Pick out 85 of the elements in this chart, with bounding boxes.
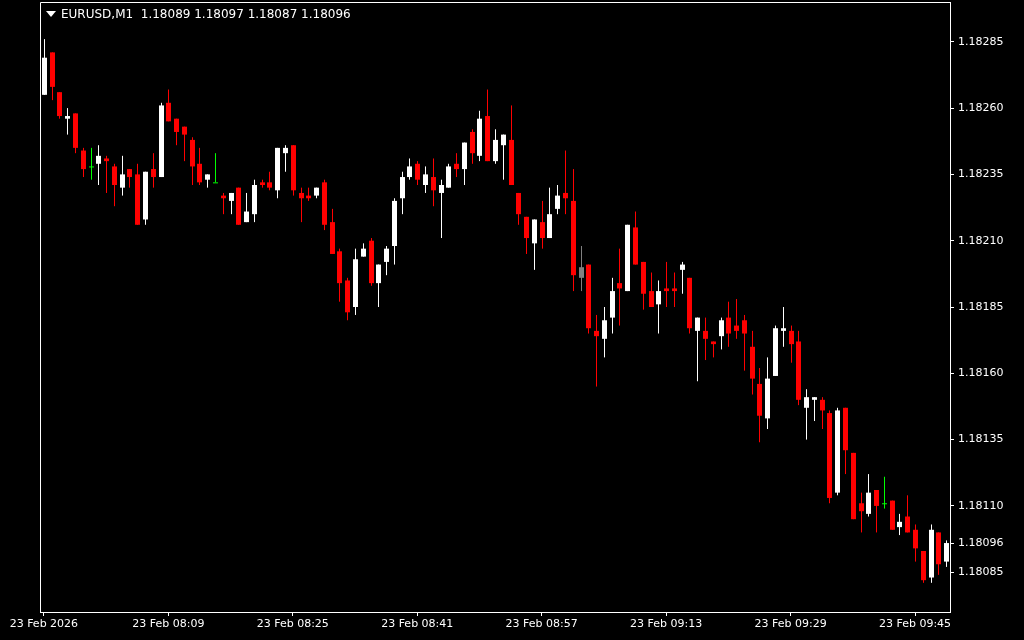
candlestick	[874, 489, 879, 533]
y-tick-label: 1.18160	[958, 366, 1004, 380]
candlestick	[555, 184, 560, 215]
y-tick-label: 1.18260	[958, 100, 1004, 114]
y-tick-label: 1.18185	[958, 299, 1004, 313]
candlestick	[470, 128, 475, 165]
candlestick	[602, 306, 607, 358]
candlestick	[866, 473, 871, 518]
candlestick	[820, 396, 825, 430]
candlestick	[617, 248, 622, 327]
candlestick	[415, 160, 420, 186]
candlestick	[57, 91, 62, 120]
candlestick	[431, 157, 436, 207]
y-tick-label: 1.18085	[958, 565, 1004, 579]
candlestick	[104, 155, 109, 194]
candlestick	[579, 245, 584, 292]
candlestick	[656, 279, 661, 335]
candlestick	[112, 163, 117, 207]
candlestick	[384, 245, 389, 276]
candlestick	[540, 200, 545, 250]
candlestick	[516, 192, 521, 226]
candlestick	[454, 152, 459, 178]
candlestick	[96, 144, 101, 186]
candlestick	[734, 298, 739, 340]
candlestick	[439, 179, 444, 239]
candlestick	[812, 396, 817, 422]
candlestick	[493, 128, 498, 165]
candlestick	[781, 306, 786, 348]
candlestick	[594, 314, 599, 388]
x-tick-label: 23 Feb 2026	[9, 617, 79, 631]
candlestick	[174, 118, 179, 146]
candlestick	[789, 325, 794, 364]
candlestick	[376, 264, 381, 308]
candlestick	[267, 171, 272, 191]
candlestick	[905, 494, 910, 533]
candlestick	[197, 147, 202, 186]
y-tick-label: 1.18110	[958, 498, 1004, 512]
x-tick-label: 23 Feb 08:25	[256, 617, 329, 631]
candlestick	[244, 192, 249, 223]
candlestick	[182, 126, 187, 162]
y-tick-label: 1.18135	[958, 432, 1004, 446]
candlestick	[726, 301, 731, 348]
x-tick-label: 23 Feb 09:45	[878, 617, 952, 631]
candlestick	[703, 317, 708, 361]
candlestick	[127, 168, 132, 189]
x-tick-label: 23 Feb 08:41	[381, 617, 454, 631]
candlestick	[65, 107, 70, 136]
y-tick-label: 1.18096	[958, 535, 1004, 549]
candlestick	[859, 492, 864, 533]
candlestick	[423, 165, 428, 194]
candlestick	[524, 216, 529, 255]
candlestick	[680, 261, 685, 295]
candlestick	[283, 144, 288, 173]
x-tick-label: 23 Feb 08:57	[505, 617, 578, 631]
candlestick	[913, 523, 918, 563]
candlestick	[120, 155, 125, 197]
candlestick	[804, 388, 809, 441]
candlestick	[882, 476, 887, 510]
candlestick	[649, 272, 654, 308]
candlestick	[719, 317, 724, 350]
candlestick	[299, 187, 304, 223]
candlestick	[81, 147, 86, 178]
x-tick-label: 23 Feb 09:29	[754, 617, 827, 631]
candlestick	[664, 261, 669, 308]
candlestick	[501, 134, 506, 181]
candlestick	[89, 147, 94, 181]
y-tick-label: 1.18235	[958, 167, 1004, 181]
y-tick-label: 1.18285	[958, 34, 1004, 48]
candlestick	[446, 163, 451, 189]
candlestick	[672, 272, 677, 308]
candlestick	[897, 513, 902, 536]
x-tick-label: 23 Feb 09:13	[630, 617, 703, 631]
candlestick	[151, 152, 156, 189]
candlestick	[166, 89, 171, 122]
candlestick	[532, 218, 537, 271]
candlestick	[213, 152, 218, 184]
x-tick-label: 23 Feb 08:09	[132, 617, 205, 631]
candlestick	[563, 150, 568, 215]
candlestick	[742, 314, 747, 372]
candlestick	[695, 317, 700, 382]
chart-title: EURUSD,M1 1.18089 1.18097 1.18087 1.18096	[61, 7, 351, 21]
candlestick	[400, 171, 405, 215]
y-tick-label: 1.18210	[958, 233, 1004, 247]
candlestick	[547, 187, 552, 239]
candlestick	[407, 157, 412, 181]
